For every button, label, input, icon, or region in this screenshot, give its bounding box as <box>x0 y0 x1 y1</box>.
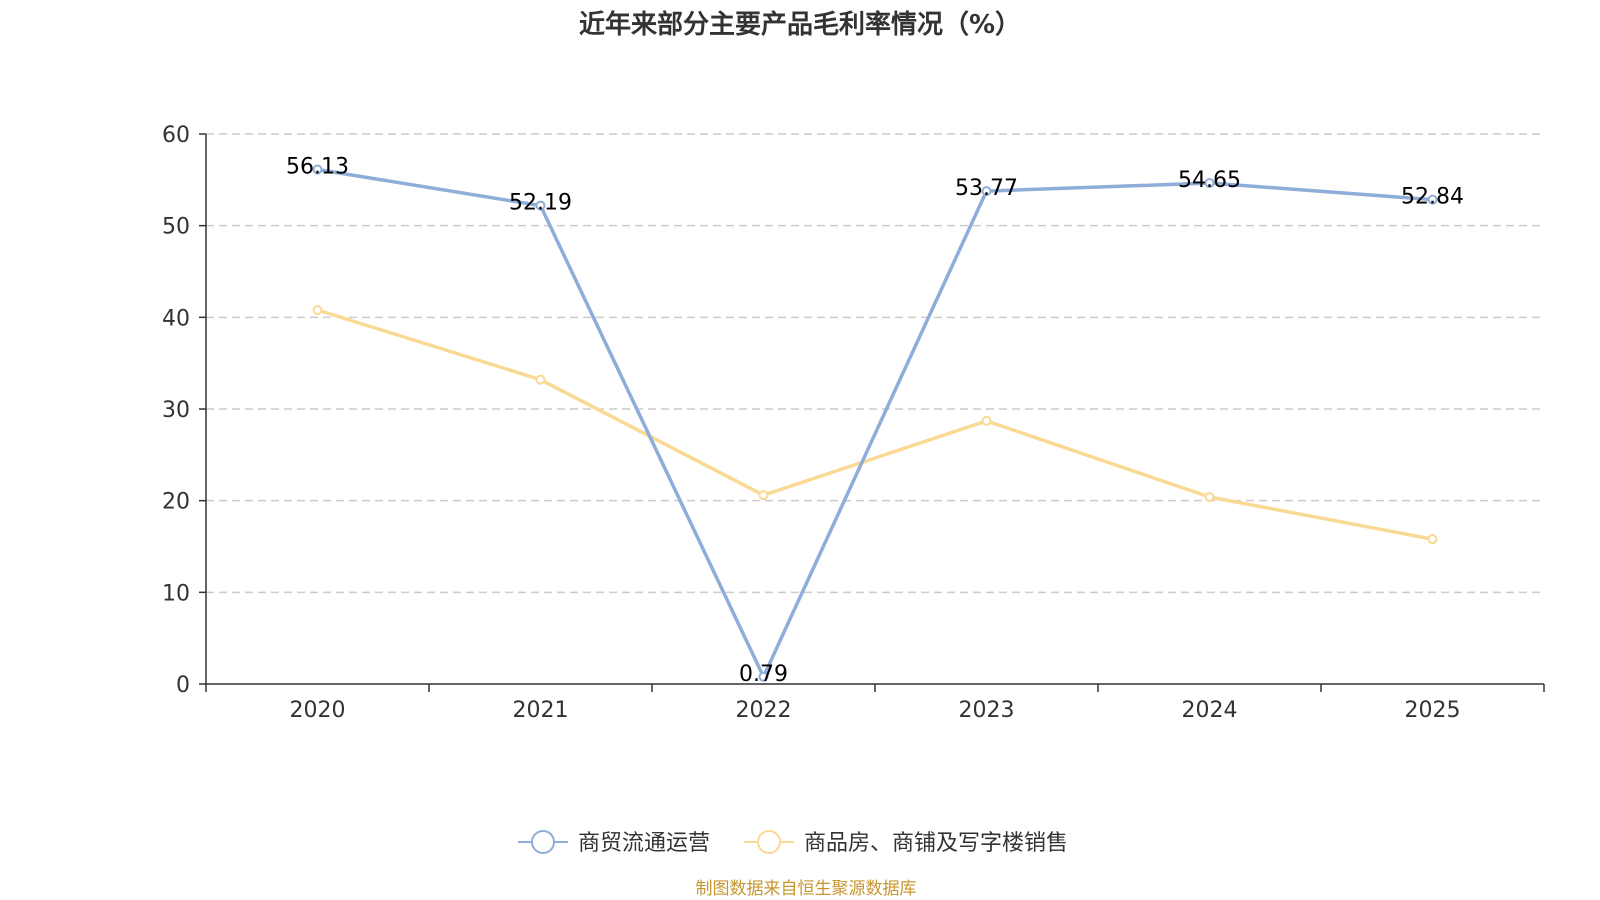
y-tick-label: 60 <box>162 123 190 148</box>
y-tick-label: 20 <box>162 490 190 515</box>
y-tick-label: 40 <box>162 306 190 331</box>
legend-label: 商贸流通运营 <box>578 831 710 856</box>
legend[interactable]: 商贸流通运营 商品房、商铺及写字楼销售 <box>518 830 1068 856</box>
series-line-1 <box>315 167 1435 679</box>
data-point <box>535 374 546 385</box>
data-point <box>981 186 992 197</box>
series-line-2 <box>315 308 1435 541</box>
grid-lines <box>206 133 1544 594</box>
x-tick-label: 2022 <box>736 698 792 723</box>
legend-circle-icon <box>757 830 781 854</box>
source-note: 制图数据来自恒生聚源数据库 <box>696 879 917 899</box>
data-point <box>1427 534 1438 545</box>
data-point <box>1204 178 1215 189</box>
x-tick-label: 2020 <box>290 698 346 723</box>
x-tick-label: 2025 <box>1405 698 1461 723</box>
axes: 0 10 20 30 40 50 60 2020 2021 2022 2023 2024 2025 <box>162 123 1545 723</box>
y-tick-label: 10 <box>162 581 190 606</box>
data-label: 0.79 <box>739 662 788 687</box>
data-label: 54.65 <box>1178 168 1241 193</box>
y-tick-label: 30 <box>162 398 190 423</box>
data-point <box>758 490 769 501</box>
x-tick-label: 2021 <box>513 698 569 723</box>
data-label: 52.19 <box>509 191 572 216</box>
series-lines <box>312 164 1438 682</box>
data-label: 52.84 <box>1401 185 1464 210</box>
data-point <box>1427 194 1438 205</box>
data-label: 53.77 <box>955 176 1018 201</box>
legend-circle-icon <box>531 830 555 854</box>
data-point <box>981 415 992 426</box>
data-point <box>1204 492 1215 502</box>
data-point <box>758 671 769 682</box>
data-point <box>535 200 546 211</box>
data-point <box>312 305 323 315</box>
legend-item-1[interactable]: 商贸流通运营 <box>518 830 710 856</box>
x-tick-label: 2024 <box>1182 698 1238 723</box>
data-labels: 56.13 52.19 0.79 53.77 54.65 52.84 <box>286 154 1464 686</box>
y-tick-label: 50 <box>162 215 190 240</box>
chart-title: 近年来部分主要产品毛利率情况（%） <box>579 9 1021 40</box>
data-point <box>312 164 323 175</box>
data-label: 56.13 <box>286 154 349 179</box>
legend-label: 商品房、商铺及写字楼销售 <box>804 831 1068 856</box>
y-tick-label: 0 <box>176 673 190 698</box>
legend-item-2[interactable]: 商品房、商铺及写字楼销售 <box>744 830 1068 856</box>
x-tick-label: 2023 <box>959 698 1015 723</box>
